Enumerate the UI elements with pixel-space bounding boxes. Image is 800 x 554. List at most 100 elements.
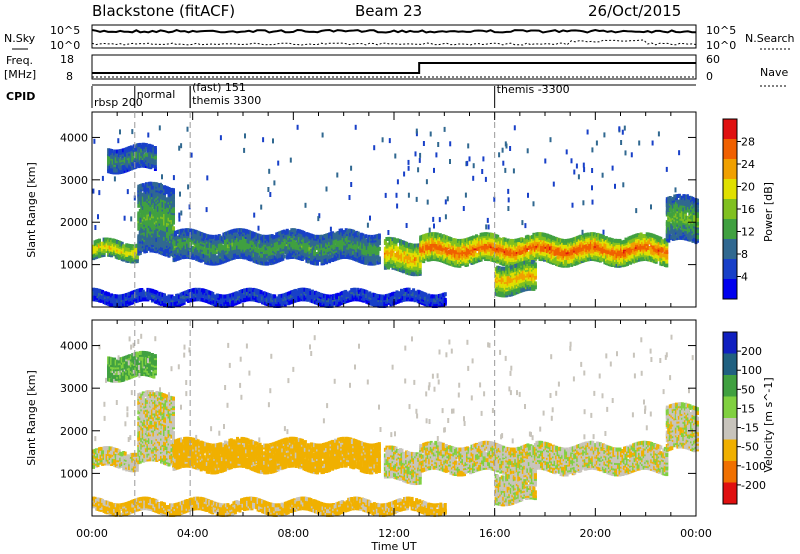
power-echo-cell [158,202,162,207]
power-echo-cell [627,236,631,241]
power-echo-cell [325,233,328,238]
cpid-segment-label: themis 3300 [192,94,261,107]
power-echo-cell [518,254,522,259]
power-echo-cell [604,236,608,241]
power-echo-cell [506,266,510,271]
power-echo-cell [131,156,135,161]
power-echo-cell [153,165,157,169]
power-echo-cell [642,239,646,244]
power-echo-cell [642,234,646,239]
cpid-segment-label: themis -3300 [497,83,570,96]
power-echo-cell [143,154,147,159]
power-echo-cell [435,232,439,237]
power-echo-cell [627,244,631,249]
power-echo-cell [352,229,356,234]
beam-label: Beam 23 [355,2,422,20]
power-echo-cell [629,260,633,265]
power-echo-cell [204,247,208,251]
power-echo-cell [385,258,389,262]
power-echo-cell [143,218,147,223]
power-echo-cell [506,238,510,243]
power-echo-cell [234,253,238,258]
power-echo-cell [446,236,450,240]
power-echo-cell [167,187,171,191]
power-echo-cell [99,251,103,256]
power-echo-cell [597,233,601,238]
power-echo-cell [308,246,312,251]
freq-tick-top: 18 [60,53,74,66]
power-echo-cell [418,269,422,274]
power-echo-cell [431,232,435,237]
power-echo-cell [294,230,298,235]
power-echo-cell [355,230,359,235]
power-echo-cell [491,258,495,262]
power-echo-cell [128,251,132,256]
cpid-segment-label: (fast) 151 [192,81,246,94]
power-echo-cell [309,249,313,253]
power-echo-cell [92,244,95,249]
noise-left-tick-top: 10^5 [50,24,80,37]
power-echo-cell [340,251,344,256]
power-echo-cell [110,149,114,153]
power-echo-cell [340,236,344,241]
power-echo-cell [294,255,298,260]
power-echo-cell [370,244,374,249]
power-echo-cell [370,234,374,239]
power-echo-cell [444,248,448,253]
power-echo-cell [665,250,669,254]
power-echo-cell [517,241,521,246]
power-echo-cell [293,228,297,233]
power-echo-cell [377,233,381,238]
power-echo-cell [657,257,661,262]
freq-label: Freq. [6,54,33,67]
power-echo-cell [610,238,614,243]
nave-label: Nave [760,66,788,79]
power-echo-cell [158,231,162,236]
power-echo-cell [143,226,147,231]
noise-right-tick-top: 10^5 [706,24,736,37]
power-echo-cell [536,232,540,237]
power-echo-cell [325,254,328,259]
power-echo-cell [446,243,450,248]
power-echo-cell [612,251,616,256]
power-echo-cell [506,270,510,275]
power-echo-cell [582,233,586,238]
power-echo-cell [249,240,253,245]
power-echo-cell [340,228,344,233]
power-echo-cell [294,241,298,246]
power-echo-cell [431,255,435,260]
power-echo-cell [202,237,206,241]
power-echo-cell [552,236,555,241]
power-echo-cell [355,257,359,262]
power-echo-cell [610,249,614,254]
cpid-label: CPID [6,90,35,103]
power-echo-cell [431,251,435,256]
power-echo-cell [172,199,175,204]
cpid-segment-label: rbsp 200 [94,96,143,109]
power-echo-cell [626,261,629,266]
power-echo-cell [98,238,101,243]
power-echo-cell [296,253,300,258]
power-echo-cell [314,251,318,256]
power-echo-cell [552,251,555,256]
power-echo-cell [373,257,377,262]
power-echo-cell [431,243,435,248]
power-echo-cell [461,255,465,260]
power-echo-cell [453,238,457,243]
power-echo-cell [143,192,147,197]
power-echo-cell [506,255,510,260]
power-echo-cell [499,237,503,242]
power-echo-cell [521,238,525,243]
power-echo-cell [282,254,286,259]
power-echo-cell [393,237,396,242]
power-echo-cell [108,237,112,242]
power-echo-cell [612,259,616,264]
freq-panel: Freq. [MHz] 18 8 60 0 Nave [4,53,788,87]
power-echo-cell [141,183,145,188]
power-echo-cell [582,237,586,242]
power-echo-cell [506,251,510,256]
power-echo-cell [446,251,450,256]
power-echo-cell [383,265,387,270]
